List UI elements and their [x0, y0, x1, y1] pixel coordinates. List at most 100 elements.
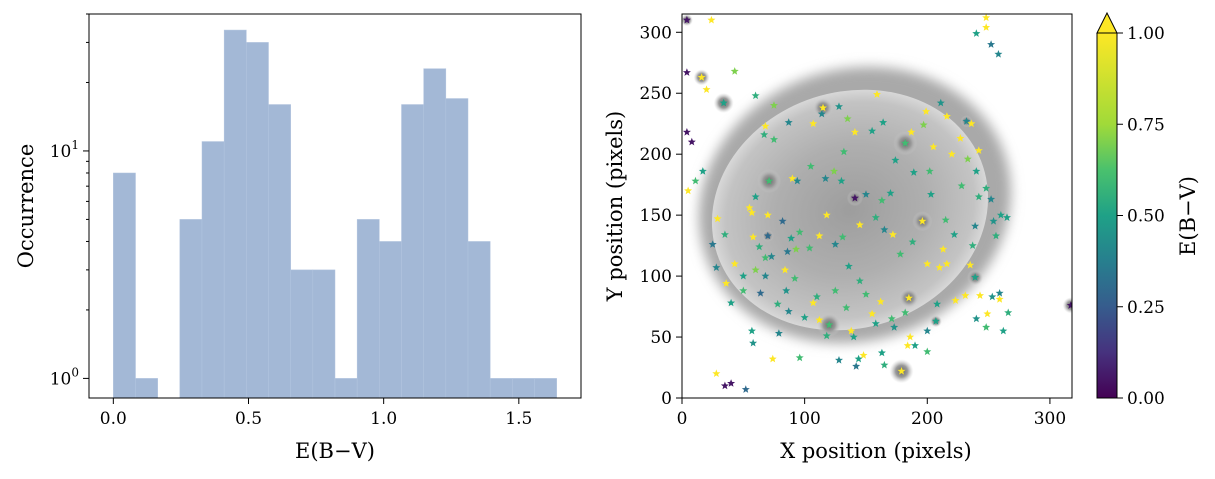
colorbar-label: E(B−V): [1176, 176, 1200, 256]
scatter-star-point: [942, 259, 951, 268]
scatter-star-point: [722, 279, 731, 287]
scatter-star-point: [788, 174, 797, 182]
scatter-star-point: [751, 91, 760, 100]
scatter-star-point: [760, 130, 769, 139]
scatter-star-point: [931, 317, 940, 325]
x-tick-label: 1.0: [370, 409, 397, 429]
scatter-star-point: [747, 208, 756, 217]
scatter-star-point: [782, 286, 791, 295]
histogram-bar: [423, 68, 447, 399]
scatter-star-point: [942, 112, 951, 120]
scatter-star-point: [963, 154, 972, 163]
histogram-bars: [113, 29, 557, 399]
scatter-star-point: [684, 186, 693, 195]
scatter-star-point: [844, 262, 853, 270]
scatter-star-point: [925, 167, 934, 175]
scatter-y-label: Y position (pixels): [603, 111, 627, 302]
scatter-star-point: [739, 286, 748, 295]
scatter-star-point: [922, 107, 931, 115]
histogram-bar: [179, 219, 203, 399]
scatter-star-point: [995, 289, 1004, 297]
scatter-star-point: [941, 215, 950, 224]
histogram-bar: [534, 378, 557, 399]
scatter-star-point: [839, 147, 848, 156]
scatter-star-point: [888, 230, 897, 238]
scatter-star-point: [904, 293, 913, 302]
x-tick-label: 200: [911, 409, 943, 429]
y-tick-label: 300: [640, 23, 672, 43]
colorbar-tick-label: 0.25: [1127, 298, 1165, 318]
scatter-star-point: [831, 240, 840, 248]
scatter-star-point: [887, 314, 896, 323]
scatter-star-point: [987, 40, 996, 48]
scatter-star-point: [976, 291, 984, 299]
field-star-glow: [1062, 297, 1072, 314]
histogram-bar: [135, 378, 158, 399]
scatter-star-point: [707, 15, 716, 24]
scatter-star-point: [877, 348, 886, 357]
scatter-star-point: [739, 271, 748, 280]
scatter-star-point: [763, 231, 772, 240]
scatter-star-point: [682, 68, 691, 76]
scatter-star-point: [871, 319, 880, 327]
scatter-star-point: [805, 243, 814, 252]
scatter-star-point: [868, 309, 877, 318]
scatter-star-point: [871, 213, 880, 221]
scatter-star-point: [849, 332, 858, 341]
scatter-star-point: [886, 189, 895, 197]
scatter-star-point: [812, 292, 821, 301]
scatter-star-point: [749, 338, 758, 347]
scatter-star-point: [1066, 301, 1072, 309]
scatter-star-point: [793, 176, 802, 185]
scatter-star-point: [819, 103, 827, 112]
scatter-star-point: [854, 354, 863, 363]
histogram-bar: [379, 241, 402, 399]
scatter-star-point: [774, 329, 783, 337]
scatter-star-point: [923, 347, 932, 356]
scatter-star-point: [763, 210, 772, 219]
scatter-star-point: [903, 341, 912, 349]
scatter-star-point: [792, 245, 801, 253]
histogram-bar: [445, 98, 469, 399]
scatter-star-point: [784, 307, 793, 315]
scatter-star-point: [741, 385, 750, 393]
histogram-x-label: E(B−V): [295, 439, 375, 463]
scatter-star-point: [847, 326, 856, 335]
scatter-star-point: [972, 167, 981, 175]
scatter-star-point: [974, 192, 983, 201]
scatter-star-point: [999, 326, 1008, 335]
x-tick-label: 300: [1034, 409, 1066, 429]
scatter-star-point: [873, 90, 881, 98]
histogram-bar: [401, 104, 424, 399]
histogram-bar: [246, 42, 269, 399]
x-tick-label: 1.5: [505, 409, 532, 429]
scatter-star-point: [770, 135, 778, 143]
x-tick-label: 100: [788, 409, 820, 429]
scatter-star-point: [770, 101, 778, 109]
scatter-star-point: [1003, 213, 1011, 221]
scatter-star-point: [929, 142, 938, 151]
x-tick-label: 0.0: [100, 409, 127, 429]
y-tick-label: 200: [640, 145, 672, 165]
scatter-star-point: [966, 260, 975, 269]
scatter-star-point: [989, 217, 998, 225]
scatter-star-point: [901, 139, 910, 147]
scatter-star-point: [783, 247, 792, 256]
scatter-star-point: [850, 193, 859, 202]
scatter-star-point: [821, 174, 830, 182]
scatter-star-point: [712, 263, 721, 271]
scatter-star-point: [838, 232, 847, 241]
scatter-star-point: [773, 299, 782, 308]
scatter-star-point: [859, 351, 868, 359]
scatter-star-point: [761, 122, 770, 130]
scatter-star-point: [862, 290, 870, 298]
scatter-star-point: [862, 190, 870, 198]
scatter-star-point: [787, 234, 796, 242]
scatter-star-point: [767, 252, 776, 260]
scatter-star-point: [765, 176, 774, 185]
scatter-star-point: [951, 296, 960, 304]
scatter-star-point: [817, 109, 826, 118]
scatter-star-point: [815, 231, 824, 240]
scatter-star-point: [755, 242, 764, 251]
